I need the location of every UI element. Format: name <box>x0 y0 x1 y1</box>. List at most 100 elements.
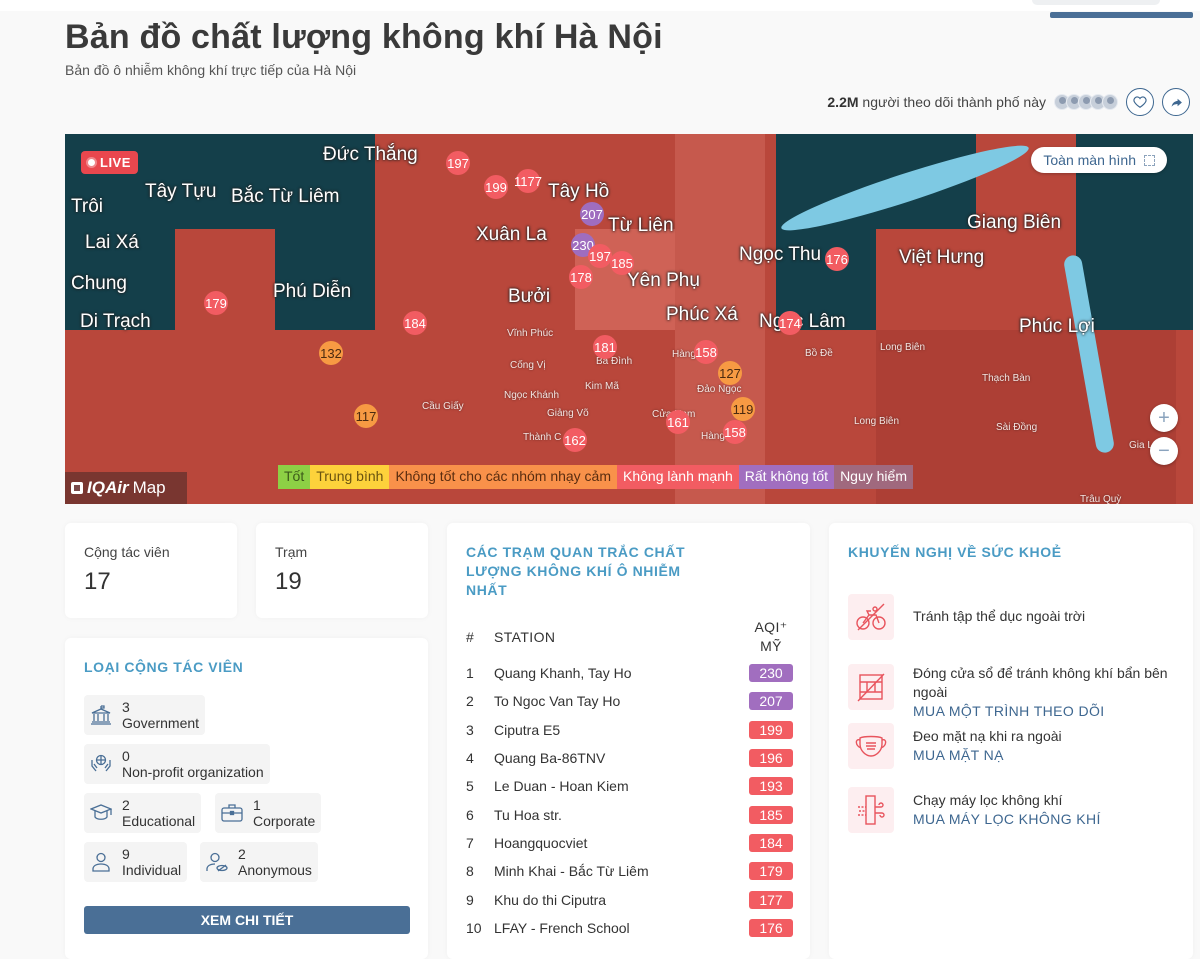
contributors-value: 17 <box>84 568 111 595</box>
table-row[interactable]: 6 Tu Hoa str. 185 <box>466 800 793 828</box>
contributor-type-individual: 9 Individual <box>84 842 188 882</box>
recommendation-text: Tránh tập thể dục ngoài trời <box>913 608 1086 624</box>
share-button[interactable] <box>1162 88 1190 116</box>
station-name[interactable]: Tu Hoa str. <box>494 806 562 823</box>
fullscreen-button[interactable]: Toàn màn hình <box>1031 147 1167 173</box>
table-row[interactable]: 5 Le Duan - Hoan Kiem 193 <box>466 772 793 800</box>
map-place-label: Bưởi <box>508 286 551 307</box>
station-marker[interactable]: 197 <box>446 151 470 175</box>
station-marker[interactable]: 178 <box>569 265 593 289</box>
contributor-types-title: LOẠI CỘNG TÁC VIÊN <box>84 659 244 675</box>
contributor-type-nonprofit: 0 Non-profit organization <box>84 744 270 784</box>
zoom-out-button[interactable]: − <box>1150 437 1178 465</box>
buy-monitor-link[interactable]: MUA MỘT TRÌNH THEO DÕI <box>913 703 1105 719</box>
map-place-label: Phú Diễn <box>273 281 352 302</box>
contributor-type-government: 3 Government <box>84 695 206 735</box>
station-marker[interactable]: 158 <box>694 340 718 364</box>
station-marker[interactable]: 185 <box>610 251 634 275</box>
iqair-logo-icon <box>71 482 83 494</box>
aqi-badge: 196 <box>749 749 793 768</box>
map-river-band <box>675 134 765 504</box>
table-row[interactable]: 8 Minh Khai - Bắc Từ Liêm 179 <box>466 857 793 885</box>
map-district-label: Kim Mã <box>585 381 619 392</box>
table-row[interactable]: 2 To Ngoc Van Tay Ho 207 <box>466 687 793 715</box>
map-district-label: Hàng <box>672 349 696 360</box>
station-name[interactable]: To Ngoc Van Tay Ho <box>494 693 621 710</box>
station-marker[interactable]: 199 <box>484 175 508 199</box>
recommendation-windows: Đóng cửa sổ để tránh không khí bẩn bên n… <box>848 664 1173 721</box>
station-marker[interactable]: 119 <box>731 397 755 421</box>
station-name[interactable]: Ciputra E5 <box>494 721 561 738</box>
zoom-in-button[interactable]: + <box>1150 404 1178 432</box>
station-marker[interactable]: 174 <box>778 311 802 335</box>
station-rank: 4 <box>466 750 474 767</box>
station-marker[interactable]: 184 <box>403 311 427 335</box>
col-rank-header: # <box>466 629 475 645</box>
station-name[interactable]: LFAY - French School <box>494 919 630 936</box>
map-district-label: Long Biên <box>880 342 926 353</box>
map-place-label: Lai Xá <box>85 232 139 253</box>
station-name[interactable]: Khu do thi Ciputra <box>494 891 607 908</box>
station-marker[interactable]: 207 <box>580 202 604 226</box>
contributor-type-label: Anonymous <box>238 862 312 878</box>
aqi-badge: 199 <box>749 720 793 739</box>
air-quality-map[interactable]: Đức Thắng Tây Tựu Bắc Từ Liêm Trôi Lai Xá Chu… <box>65 134 1193 504</box>
aqi-cell: 176 <box>749 918 793 937</box>
aqi-badge: 184 <box>749 833 793 852</box>
station-marker[interactable]: 176 <box>825 247 849 271</box>
station-marker[interactable]: 197 <box>588 244 612 268</box>
recommendation-mask: Đeo mặt nạ khi ra ngoài MUA MẶT NẠ <box>848 723 1062 769</box>
station-name[interactable]: Le Duan - Hoan Kiem <box>494 778 629 795</box>
station-rank: 7 <box>466 834 474 851</box>
station-name[interactable]: Quang Khanh, Tay Ho <box>494 665 632 682</box>
station-name[interactable]: Quang Ba-86TNV <box>494 750 606 767</box>
table-row[interactable]: 1 Quang Khanh, Tay Ho 230 <box>466 659 793 687</box>
contributor-count: 9 <box>122 846 130 862</box>
buy-purifier-link[interactable]: MUA MÁY LỌC KHÔNG KHÍ <box>913 811 1101 827</box>
table-row[interactable]: 9 Khu do thi Ciputra 177 <box>466 885 793 913</box>
station-marker[interactable]: 161 <box>666 410 690 434</box>
map-district-label: Vĩnh Phúc <box>507 328 554 339</box>
map-district-label: Hàng <box>701 431 725 442</box>
station-rank: 8 <box>466 863 474 880</box>
aqi-legend: Tốt Trung bình Không tốt cho các nhóm nhạy… <box>278 465 913 489</box>
no-cycling-icon <box>848 594 894 640</box>
station-marker[interactable]: 132 <box>319 341 343 365</box>
aqi-cell: 179 <box>749 862 793 881</box>
station-marker[interactable]: 179 <box>204 291 228 315</box>
anonymous-person-icon <box>206 851 228 873</box>
map-district-label: Giảng Võ <box>547 408 589 419</box>
map-district-label: Sài Đồng <box>996 422 1038 433</box>
station-name[interactable]: Hoangquocviet <box>494 834 588 851</box>
table-row[interactable]: 7 Hoangquocviet 184 <box>466 829 793 857</box>
avatar <box>1102 94 1118 110</box>
map-district-label: Thành C <box>523 432 562 443</box>
station-marker[interactable]: 162 <box>563 428 587 452</box>
aqi-cell: 230 <box>749 664 793 683</box>
buy-mask-link[interactable]: MUA MẶT NẠ <box>913 747 1004 763</box>
contributors-stat-card: Cộng tác viên 17 <box>65 523 237 618</box>
col-station-header: STATION <box>494 629 556 645</box>
aqi-badge: 193 <box>749 777 793 796</box>
aqi-cell: 184 <box>749 833 793 852</box>
legend-item: Trung bình <box>310 465 390 489</box>
station-marker[interactable]: 1177 <box>514 169 542 193</box>
map-district-label: Long Biên <box>854 416 900 427</box>
table-row[interactable]: 4 Quang Ba-86TNV 196 <box>466 744 793 772</box>
view-details-button[interactable]: XEM CHI TIẾT <box>84 906 410 934</box>
aqi-cell: 185 <box>749 805 793 824</box>
iqair-map-logo: IQAir Map <box>65 472 187 504</box>
station-name[interactable]: Minh Khai - Bắc Từ Liêm <box>494 863 649 880</box>
aqi-cell: 177 <box>749 890 793 909</box>
follow-heart-button[interactable] <box>1126 88 1154 116</box>
station-marker[interactable]: 117 <box>354 404 378 428</box>
station-marker[interactable]: 158 <box>723 420 747 444</box>
top-search-pill[interactable] <box>1032 0 1160 5</box>
aqi-header-line2: MỸ <box>760 638 782 654</box>
map-place-label: Việt Hưng <box>899 247 985 268</box>
station-marker[interactable]: 230 <box>571 233 595 257</box>
station-marker[interactable]: 127 <box>718 361 742 385</box>
table-row[interactable]: 10 LFAY - French School 176 <box>466 914 793 942</box>
station-marker[interactable]: 181 <box>593 335 617 359</box>
table-row[interactable]: 3 Ciputra E5 199 <box>466 716 793 744</box>
